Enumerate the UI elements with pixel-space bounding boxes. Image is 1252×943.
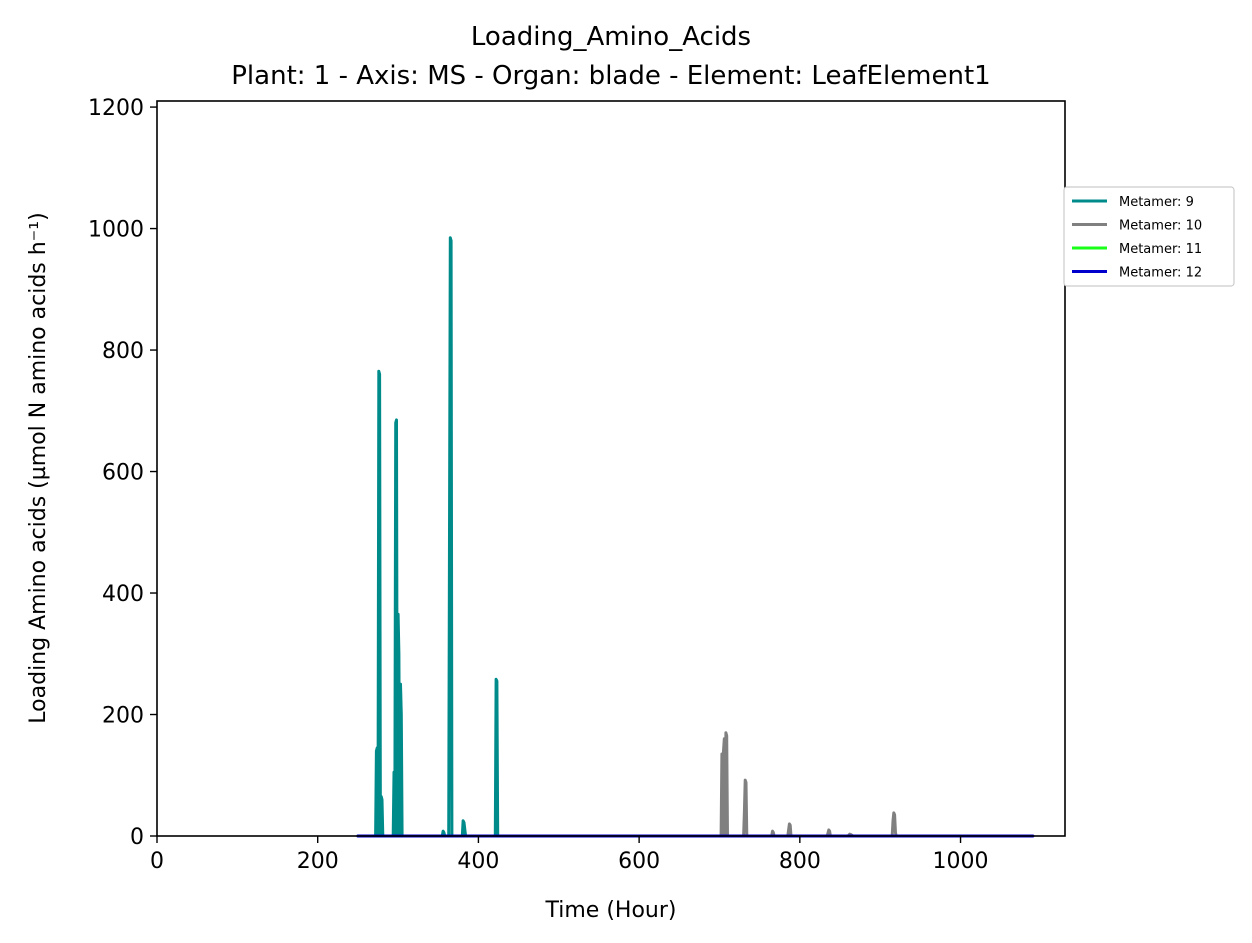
series-line-2 — [509, 731, 987, 838]
legend-label-3: Metamer: 11 — [1119, 242, 1202, 257]
x-tick-label: 800 — [779, 849, 821, 874]
x-tick-label: 600 — [618, 849, 660, 874]
y-axis-ticks: 0 200 400 600 800 1000 1200 — [88, 96, 157, 850]
legend-label-1: Metamer: 9 — [1119, 195, 1194, 210]
legend: Metamer: 9 Metamer: 10 Metamer: 11 Metamer:… — [1063, 186, 1235, 287]
y-tick-label: 1000 — [88, 218, 144, 243]
chart-title: Loading_Amino_Acids — [471, 22, 751, 52]
x-axis-ticks: 0 200 400 600 800 1000 — [150, 836, 989, 874]
x-tick-label: 200 — [297, 849, 339, 874]
plot-frame — [156, 100, 1066, 837]
legend-label-4: Metamer: 12 — [1119, 266, 1202, 281]
y-tick-label: 400 — [102, 582, 144, 607]
y-tick-label: 0 — [130, 825, 144, 850]
series-line-1 — [356, 236, 513, 838]
legend-label-2: Metamer: 10 — [1119, 219, 1202, 234]
series-layer — [356, 236, 1035, 838]
y-tick-label: 600 — [102, 461, 144, 486]
x-tick-label: 400 — [457, 849, 499, 874]
y-tick-label: 200 — [102, 704, 144, 729]
x-axis-label: Time (Hour) — [545, 898, 677, 923]
x-tick-label: 0 — [150, 849, 164, 874]
chart-subtitle: Plant: 1 - Axis: MS - Organ: blade - Ele… — [231, 61, 990, 91]
plot-area: 0 200 400 600 800 1000 0 200 400 600 800 1000 1200 — [88, 96, 1066, 874]
legend-frame — [1063, 186, 1235, 287]
y-tick-label: 800 — [102, 339, 144, 364]
y-axis-label: Loading Amino acids (µmol N amino acids … — [26, 212, 51, 723]
x-tick-label: 1000 — [933, 849, 989, 874]
y-tick-label: 1200 — [88, 96, 144, 121]
